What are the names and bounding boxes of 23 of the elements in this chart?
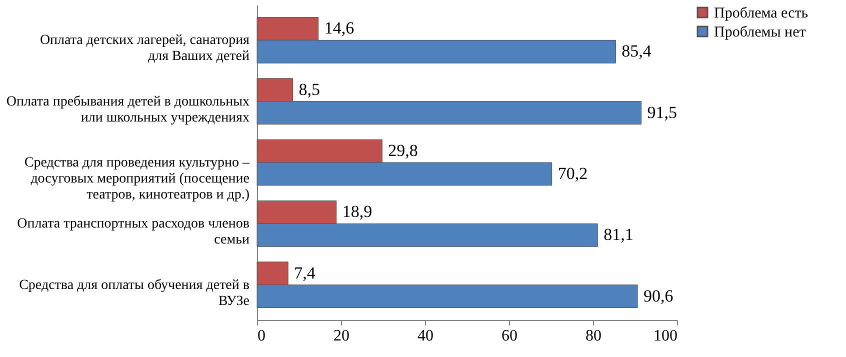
legend-label: Проблемы нет: [714, 24, 806, 40]
data-label: 90,6: [644, 286, 674, 306]
y-tick-label: Средства для проведения культурно – досуговых мероприятий (посещение театров, кинотеатров и др.): [24, 156, 250, 202]
x-tick-label: 0: [258, 328, 266, 344]
data-label: 18,9: [342, 202, 372, 222]
data-label: 29,8: [388, 141, 418, 160]
y-tick-label: Оплата транспортных расходов членов семьи: [17, 216, 250, 248]
x-tick-label: 20: [334, 328, 350, 344]
x-tick-label: 80: [586, 328, 602, 344]
data-label: 8,5: [298, 80, 320, 99]
x-tick-label: 40: [418, 328, 434, 344]
data-label: 14,6: [324, 18, 354, 38]
x-tick-label: 60: [502, 328, 518, 344]
x-tick-label: 100: [654, 328, 678, 344]
data-label: 91,5: [647, 102, 678, 122]
y-tick-label: Средства для оплаты обучения детей в ВУЗе: [19, 278, 250, 309]
y-tick-label: Оплата пребывания детей в дошкольных или школьных учреждениях: [6, 94, 250, 126]
data-label: 70,2: [558, 164, 588, 183]
data-label: 85,4: [622, 42, 652, 61]
y-tick-label: Оплата детских лагерей, санатория для Ваших детей: [40, 33, 250, 64]
data-label: 81,1: [604, 225, 634, 244]
data-label: 7,4: [294, 263, 316, 282]
legend-label: Проблема есть: [714, 6, 808, 22]
